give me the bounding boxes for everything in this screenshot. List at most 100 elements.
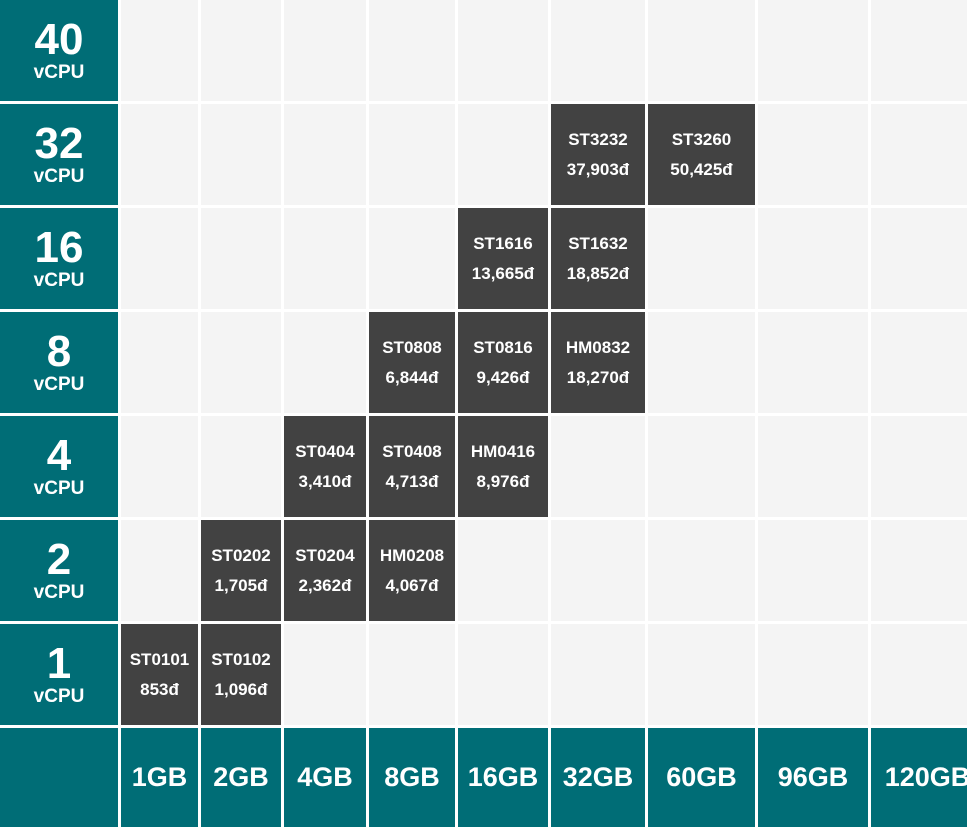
plan-code: ST0204 [295,545,355,565]
plan-hm0832[interactable]: HM0832 18,270đ [551,312,645,413]
empty-cell [551,416,645,517]
empty-cell [758,624,868,725]
empty-cell [458,0,548,101]
cpu-unit: vCPU [33,581,85,603]
empty-cell [369,0,455,101]
ram-label-60gb: 60GB [648,728,755,827]
plan-code: ST1616 [473,233,533,253]
plan-code: ST0101 [129,649,190,669]
cpu-count: 32 [34,118,84,168]
cpu-label-1: 1 vCPU [0,624,118,725]
empty-cell [871,0,967,101]
plan-st0408[interactable]: ST0408 4,713đ [369,416,455,517]
ram-label-4gb: 4GB [284,728,366,827]
plan-code: ST0808 [382,337,442,357]
plan-st1632[interactable]: ST1632 18,852đ [551,208,645,309]
empty-cell [648,312,755,413]
empty-cell [871,208,967,309]
plan-st1616[interactable]: ST1616 13,665đ [458,208,548,309]
plan-st3232[interactable]: ST3232 37,903đ [551,104,645,205]
empty-cell [551,0,645,101]
plan-code: HM0208 [379,545,445,565]
empty-cell [758,0,868,101]
empty-cell [648,416,755,517]
empty-cell [284,104,366,205]
plan-st0404[interactable]: ST0404 3,410đ [284,416,366,517]
empty-cell [284,208,366,309]
plan-price: 853đ [140,679,179,699]
empty-cell [369,208,455,309]
plan-price: 4,713đ [385,471,439,491]
empty-cell [458,520,548,621]
empty-cell [551,520,645,621]
empty-cell [758,208,868,309]
cpu-label-8: 8 vCPU [0,312,118,413]
empty-cell [284,624,366,725]
cpu-count: 2 [46,534,72,584]
plan-hm0208[interactable]: HM0208 4,067đ [369,520,455,621]
plan-code: ST1632 [568,233,628,253]
empty-cell [121,312,198,413]
ram-label-120gb: 120GB [871,728,967,827]
empty-cell [758,104,868,205]
plan-st0808[interactable]: ST0808 6,844đ [369,312,455,413]
plan-st3260[interactable]: ST3260 50,425đ [648,104,755,205]
empty-cell [871,416,967,517]
cpu-count: 4 [46,430,72,480]
empty-cell [758,520,868,621]
plan-code: HM0832 [565,337,631,357]
empty-cell [551,624,645,725]
plan-hm0416[interactable]: HM0416 8,976đ [458,416,548,517]
cpu-count: 1 [46,638,72,688]
cpu-count: 40 [34,14,84,64]
empty-cell [648,520,755,621]
plan-price: 18,270đ [566,367,630,387]
plan-code: ST3232 [568,129,628,149]
empty-cell [201,416,281,517]
plan-price: 2,362đ [298,575,352,595]
empty-cell [121,208,198,309]
empty-cell [121,520,198,621]
plan-st0202[interactable]: ST0202 1,705đ [201,520,281,621]
cpu-label-2: 2 vCPU [0,520,118,621]
plan-code: ST0816 [473,337,533,357]
ram-label-1gb: 1GB [121,728,198,827]
empty-cell [121,0,198,101]
empty-cell [458,624,548,725]
plan-price: 9,426đ [476,367,530,387]
plan-st0204[interactable]: ST0204 2,362đ [284,520,366,621]
cpu-unit: vCPU [33,685,85,707]
ram-label-32gb: 32GB [551,728,645,827]
empty-cell [201,312,281,413]
empty-cell [458,104,548,205]
empty-cell [369,624,455,725]
plan-price: 6,844đ [385,367,439,387]
plan-price: 37,903đ [566,159,630,179]
ram-label-2gb: 2GB [201,728,281,827]
corner-cell [0,728,118,827]
cpu-unit: vCPU [33,373,85,395]
cpu-unit: vCPU [33,477,85,499]
plan-st0102[interactable]: ST0102 1,096đ [201,624,281,725]
cpu-unit: vCPU [33,61,85,83]
ram-label-16gb: 16GB [458,728,548,827]
ram-label-8gb: 8GB [369,728,455,827]
plan-code: ST3260 [671,129,732,149]
plan-price: 3,410đ [298,471,352,491]
empty-cell [648,624,755,725]
empty-cell [201,208,281,309]
plan-st0101[interactable]: ST0101 853đ [121,624,198,725]
empty-cell [369,104,455,205]
empty-cell [201,104,281,205]
cpu-unit: vCPU [33,165,85,187]
plan-price: 1,096đ [214,679,268,699]
ram-label-96gb: 96GB [758,728,868,827]
plan-code: ST0202 [211,545,271,565]
plan-price: 18,852đ [566,263,630,283]
empty-cell [871,312,967,413]
empty-cell [201,0,281,101]
cpu-label-16: 16 vCPU [0,208,118,309]
plan-st0816[interactable]: ST0816 9,426đ [458,312,548,413]
cpu-count: 8 [46,326,72,376]
